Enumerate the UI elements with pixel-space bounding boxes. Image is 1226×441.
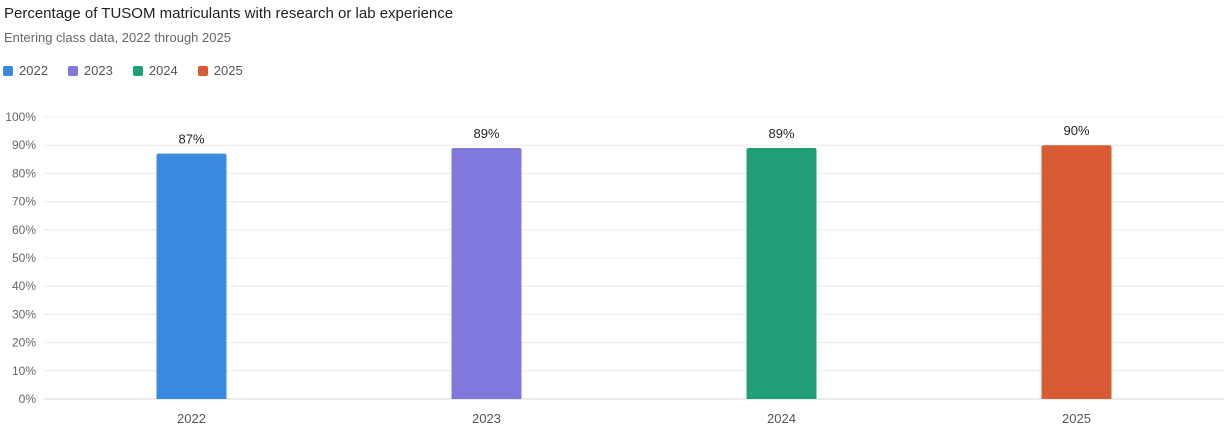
bar-2022 [156,153,227,399]
legend-label: 2025 [213,63,243,78]
y-tick-label: 40% [12,279,36,293]
legend-swatch [67,65,78,76]
y-tick-label: 0% [19,392,37,406]
y-tick-label: 30% [12,307,36,321]
legend-item-2025[interactable]: 2025 [197,63,243,78]
bar-2023 [451,148,522,399]
chart-title: Percentage of TUSOM matriculants with re… [4,5,454,22]
data-label: 87% [178,132,204,147]
legend-label: 2023 [83,63,113,78]
x-tick-label: 2023 [472,411,501,426]
y-tick-label: 70% [12,195,36,209]
legend-label: 2022 [19,63,48,78]
data-label: 89% [473,126,499,141]
x-tick-label: 2025 [1062,411,1091,426]
legend-swatch [132,65,143,76]
y-tick-label: 20% [12,336,36,350]
bar-2024 [746,148,817,399]
legend-item-2023[interactable]: 2023 [67,63,113,78]
y-tick-label: 50% [12,251,36,265]
bar-2025 [1041,145,1112,399]
legend-swatch [197,65,208,76]
y-tick-label: 80% [12,166,36,180]
legend-label: 2024 [148,63,178,78]
legend-item-2024[interactable]: 2024 [132,63,178,78]
legend-swatch [3,65,13,76]
y-tick-label: 100% [5,110,36,124]
x-tick-label: 2022 [177,411,206,426]
chart-subtitle: Entering class data, 2022 through 2025 [4,30,231,45]
y-tick-label: 10% [12,364,36,378]
data-label: 90% [1063,123,1089,138]
x-tick-label: 2024 [767,411,796,426]
y-tick-label: 90% [12,138,36,152]
data-label: 89% [768,126,794,141]
y-tick-label: 60% [12,223,36,237]
chart-legend: 2022 2023 2024 2025 [3,63,263,78]
legend-item-2022[interactable]: 2022 [3,63,48,78]
